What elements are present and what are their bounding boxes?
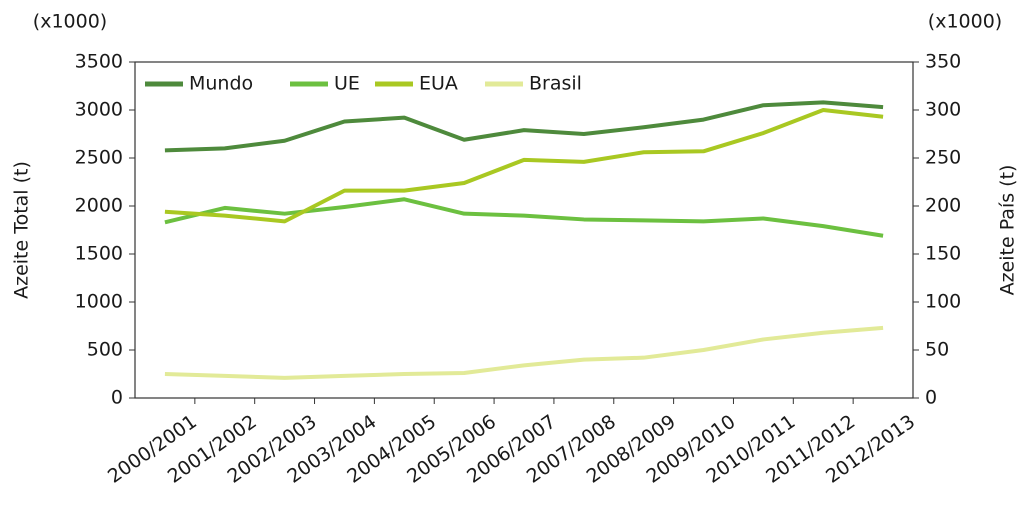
legend-label: UE [334, 73, 360, 95]
plot-frame [134, 61, 914, 399]
y2-tick-label: 0 [925, 387, 937, 409]
y2-tick-label: 350 [925, 51, 961, 73]
y2-tick-label: 250 [925, 147, 961, 169]
y2-tick-label: 200 [925, 195, 961, 217]
line [164, 325, 884, 380]
y-tick-label: 3500 [75, 51, 123, 73]
line [164, 100, 884, 153]
y2-tick-label: 300 [925, 99, 961, 121]
y-tick-label: 3000 [75, 99, 123, 121]
y-tick-label: 500 [87, 339, 123, 361]
y-tick-label: 2500 [75, 147, 123, 169]
y2-tick-label: 100 [925, 291, 961, 313]
y-tick-label: 1500 [75, 243, 123, 265]
line [164, 108, 884, 224]
y2-axis-unit: (x1000) [928, 11, 1002, 33]
legend-label: EUA [419, 73, 458, 95]
legend-label: Mundo [189, 73, 253, 95]
y-axis-unit: (x1000) [33, 11, 107, 33]
y-axis-label: Azeite Total (t) [11, 161, 33, 299]
y2-tick-label: 50 [925, 339, 949, 361]
y-tick-label: 1000 [75, 291, 123, 313]
legend-label: Brasil [529, 73, 582, 95]
y2-axis-label: Azeite País (t) [997, 165, 1019, 296]
y-tick-label: 0 [111, 387, 123, 409]
y-tick-label: 2000 [75, 195, 123, 217]
y2-tick-label: 150 [925, 243, 961, 265]
line [164, 197, 884, 238]
